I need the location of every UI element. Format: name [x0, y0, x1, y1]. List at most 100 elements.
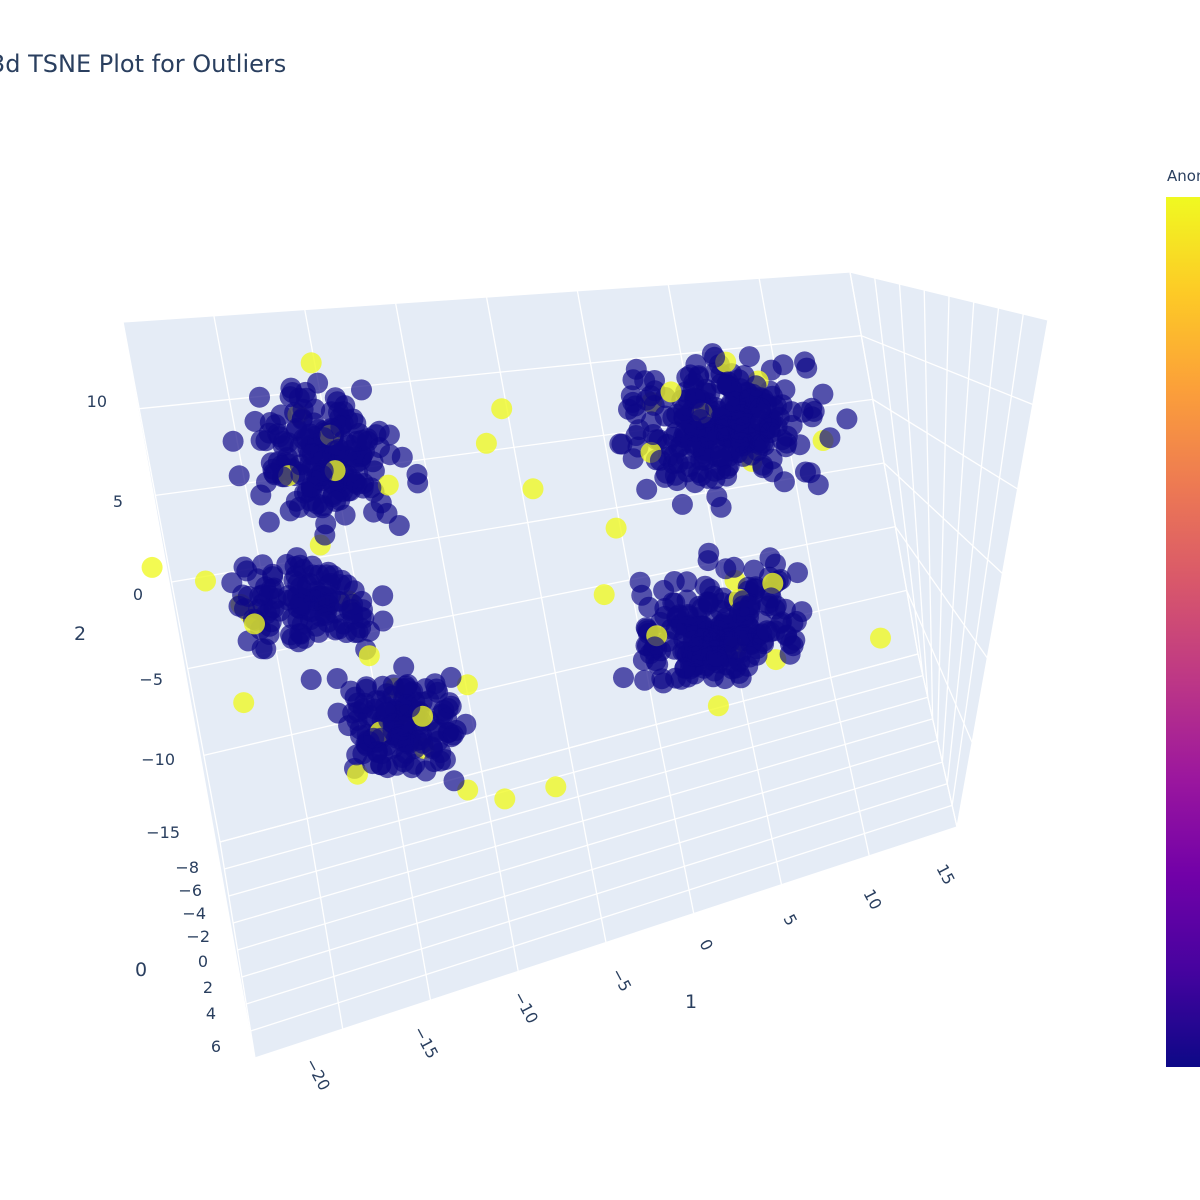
outlier-point [377, 474, 399, 496]
data-point [706, 646, 728, 667]
outlier-point [660, 381, 682, 403]
y-tick-label: 6 [211, 1037, 221, 1056]
data-point [704, 468, 726, 490]
data-point [776, 432, 798, 454]
data-point [784, 629, 806, 651]
data-point [642, 424, 664, 445]
data-point [375, 702, 397, 724]
y-tick-label: −6 [178, 881, 202, 900]
data-point [618, 398, 639, 420]
data-point [399, 696, 421, 718]
data-point [249, 386, 270, 408]
data-point [734, 624, 756, 645]
chart-title: 3d TSNE Plot for Outliers [0, 50, 287, 78]
z-tick-label: −5 [139, 670, 163, 689]
data-point [236, 560, 258, 582]
outlier-point [456, 674, 478, 696]
y-tick-label: −8 [175, 858, 199, 877]
x-tick-label: −5 [607, 965, 635, 995]
data-point [759, 547, 781, 569]
data-point [696, 591, 718, 613]
data-point [636, 478, 658, 500]
data-point [749, 434, 771, 456]
data-point [649, 449, 671, 471]
data-point [739, 646, 761, 668]
data-point [221, 572, 243, 594]
data-point [728, 418, 749, 440]
data-point [807, 474, 829, 496]
data-point [326, 668, 348, 689]
data-point [663, 638, 685, 660]
data-point [759, 417, 781, 439]
y-tick-label: 4 [206, 1004, 216, 1023]
data-point [638, 596, 660, 618]
data-point [263, 597, 285, 619]
x-tick-label: 10 [859, 886, 885, 913]
data-point [760, 587, 782, 609]
data-point [716, 607, 737, 629]
floor-plane [220, 654, 957, 1058]
data-point [691, 628, 713, 650]
data-point [782, 612, 804, 634]
data-point [710, 407, 732, 429]
data-point [634, 669, 656, 691]
y-tick-label: 0 [198, 952, 208, 971]
right-wall [850, 272, 1048, 827]
x-tick-label: 5 [779, 911, 801, 929]
data-point [676, 571, 698, 593]
z-tick-label: −15 [146, 823, 180, 842]
outlier-point [358, 645, 380, 667]
data-point [393, 656, 415, 678]
data-point [688, 365, 710, 387]
data-point [362, 451, 384, 473]
data-point [749, 397, 771, 419]
outlier-point [494, 788, 516, 810]
data-point [772, 354, 794, 376]
data-point [335, 622, 357, 643]
data-point [738, 346, 760, 368]
outlier-point [141, 556, 163, 578]
outlier-point [605, 517, 627, 539]
data-point [313, 427, 335, 449]
data-point [644, 636, 666, 658]
data-point [322, 565, 344, 587]
data-point [723, 556, 745, 578]
data-point [812, 383, 834, 405]
data-point [685, 645, 707, 667]
data-point [288, 387, 310, 409]
data-point [388, 515, 410, 536]
data-point [255, 430, 277, 452]
data-point [289, 454, 311, 476]
data-point [289, 554, 311, 576]
data-point [360, 477, 382, 499]
data-point [386, 754, 408, 776]
points-layer [141, 343, 891, 810]
data-point [281, 628, 303, 650]
data-point [707, 424, 729, 446]
data-point [836, 408, 858, 430]
x-tick-label: 0 [695, 936, 717, 954]
outlier-point [870, 627, 891, 649]
data-point [752, 457, 774, 479]
outlier-point [244, 613, 265, 635]
data-point [228, 465, 250, 487]
data-point [372, 585, 394, 607]
data-point [697, 550, 719, 572]
data-point [819, 427, 841, 449]
data-point [415, 760, 437, 782]
data-point [406, 463, 428, 485]
z-tick-label: −10 [141, 750, 175, 769]
data-point [358, 731, 380, 753]
data-point [443, 770, 465, 792]
data-point [260, 578, 282, 600]
data-point [625, 358, 647, 380]
data-point [732, 600, 754, 622]
data-point [442, 724, 464, 746]
data-point [391, 446, 413, 468]
outlier-point [491, 398, 513, 420]
data-point [673, 399, 695, 421]
outlier-point [233, 692, 255, 714]
data-point [304, 589, 326, 611]
data-point [312, 460, 334, 482]
